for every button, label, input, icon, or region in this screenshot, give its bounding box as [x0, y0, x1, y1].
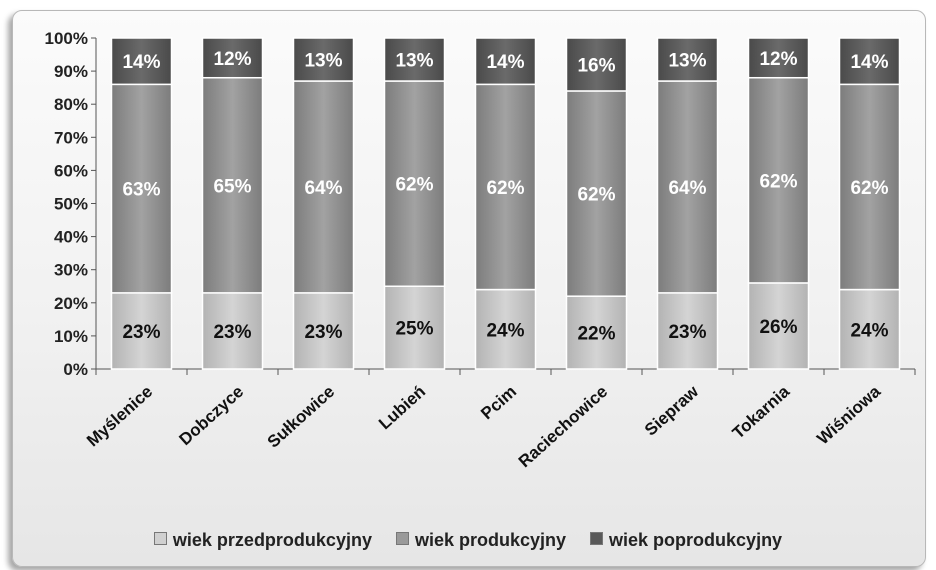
category-label: Lubień [375, 382, 429, 433]
data-label: 26% [759, 317, 797, 338]
y-tick-label: 70% [54, 128, 88, 147]
legend-label: wiek poprodukcyjny [609, 530, 783, 550]
bar-segment [565, 37, 628, 92]
bar-segment [292, 37, 355, 82]
bar-segment [383, 80, 446, 287]
data-label: 12% [213, 49, 251, 70]
category-label: Sułkowice [264, 382, 338, 452]
bar-segment [110, 83, 173, 294]
data-label: 13% [395, 51, 433, 72]
bar-segment [292, 80, 355, 294]
category-label: Tokarnia [729, 381, 794, 442]
bar-segment [747, 282, 810, 370]
bar-segment [565, 295, 628, 370]
bar-segment [747, 76, 810, 284]
category-label: Wiśniowa [813, 381, 884, 448]
category-label: Pcim [477, 382, 520, 423]
data-label: 62% [850, 178, 888, 199]
bar-segment [201, 292, 264, 370]
bar-segment [474, 37, 537, 86]
bar-segment [383, 37, 446, 82]
data-label: 62% [395, 175, 433, 196]
data-label: 14% [486, 52, 524, 73]
data-label: 13% [668, 51, 706, 72]
data-label: 24% [486, 320, 524, 341]
bar-segment [747, 37, 810, 79]
data-labels: 23% 63% 14% 23% 65% 12% 23% 64% 13% 25% 62% 13% 24% 6… [122, 49, 888, 345]
bar-segment [474, 288, 537, 370]
category-label: Siepraw [641, 381, 703, 439]
bar-segment [838, 37, 901, 86]
data-label: 62% [577, 185, 615, 206]
data-label: 62% [486, 178, 524, 199]
y-tick-label: 0% [63, 360, 88, 379]
y-tick-label: 80% [54, 95, 88, 114]
legend-swatch [395, 532, 409, 545]
bar-segment [110, 37, 173, 86]
data-label: 23% [668, 322, 706, 343]
bar-segment [201, 76, 264, 294]
category-label: Myślenice [83, 382, 156, 450]
data-label: 16% [577, 55, 615, 76]
data-label: 14% [122, 52, 160, 73]
y-tick-label: 50% [54, 195, 88, 214]
data-label: 22% [577, 324, 615, 345]
y-tick-label: 40% [54, 228, 88, 247]
bar-segment [838, 83, 901, 291]
bar-segment [474, 83, 537, 291]
bar-segment [565, 90, 628, 297]
bar-segment [201, 37, 264, 79]
data-label: 64% [304, 178, 342, 199]
data-label: 62% [759, 171, 797, 192]
bar-segment [383, 285, 446, 370]
data-label: 13% [304, 51, 342, 72]
legend: wiek przedprodukcyjny wiek produkcyjny wie… [0, 530, 936, 551]
data-label: 63% [122, 180, 160, 201]
bar-segment [110, 292, 173, 370]
bar-segment [656, 80, 719, 294]
data-label: 25% [395, 319, 433, 340]
data-label: 23% [304, 322, 342, 343]
data-label: 14% [850, 52, 888, 73]
y-tick-label: 10% [54, 327, 88, 346]
legend-label: wiek produkcyjny [414, 530, 567, 550]
data-label: 24% [850, 320, 888, 341]
legend-swatch [590, 532, 604, 545]
legend-swatch [153, 532, 167, 545]
legend-label: wiek przedprodukcyjny [172, 530, 372, 550]
legend-item: wiek przedprodukcyjny [153, 530, 372, 551]
legend-item: wiek produkcyjny [395, 530, 567, 551]
data-label: 12% [759, 49, 797, 70]
y-tick-label: 30% [54, 261, 88, 280]
data-label: 23% [122, 322, 160, 343]
data-label: 23% [213, 322, 251, 343]
bar-segment [656, 37, 719, 82]
data-label: 64% [668, 178, 706, 199]
y-tick-label: 90% [54, 62, 88, 81]
category-label: Raciechowice [515, 382, 611, 471]
bar-segment [838, 288, 901, 370]
category-label: Dobczyce [175, 382, 247, 449]
y-tick-label: 60% [54, 161, 88, 180]
legend-item: wiek poprodukcyjny [590, 530, 782, 551]
bar-segment [292, 292, 355, 370]
bars [110, 37, 901, 370]
y-tick-label: 100% [45, 29, 88, 48]
y-tick-label: 20% [54, 294, 88, 313]
data-label: 65% [213, 176, 251, 197]
